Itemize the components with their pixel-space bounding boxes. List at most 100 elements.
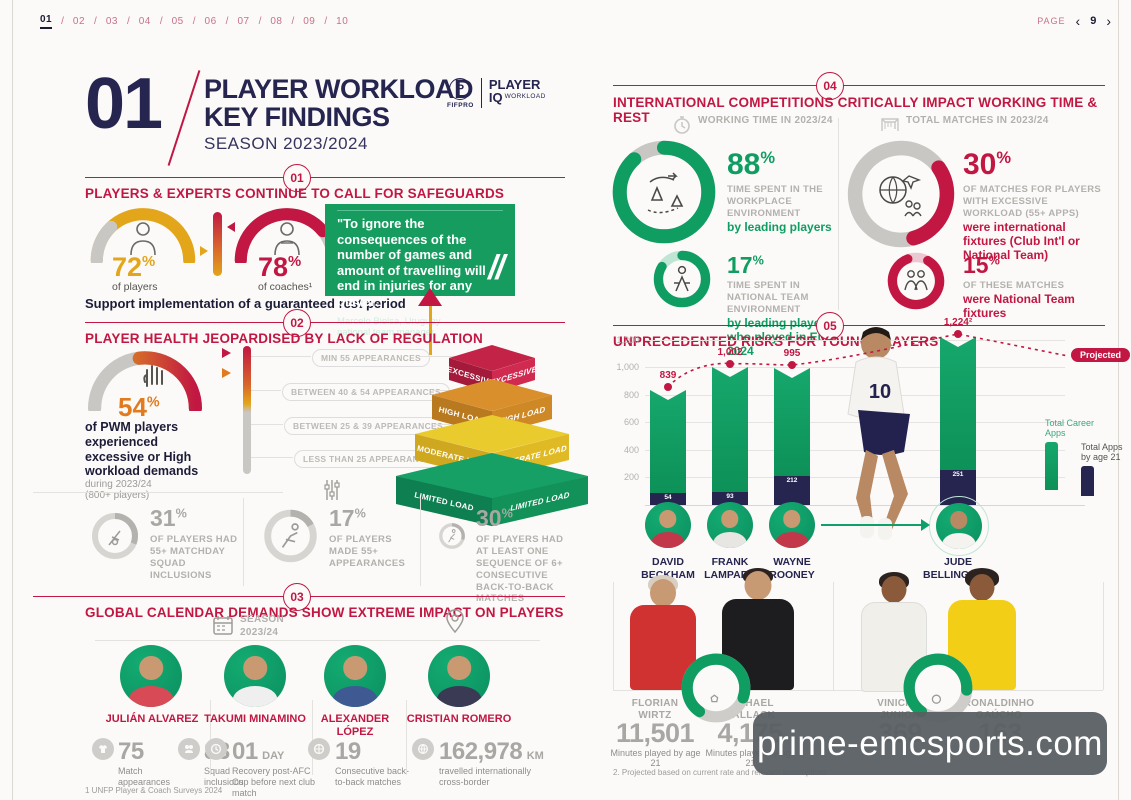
coaches-label: of coaches¹ [258, 281, 313, 293]
stat-bold: by leading players [727, 219, 832, 234]
player-name-romero: CRISTIAN ROMERO [406, 713, 512, 725]
stat-value: 30 [963, 148, 997, 181]
stat-value: 88 [727, 148, 761, 181]
stat-bold: were National Team fixtures [963, 291, 1075, 321]
ytick: 800 [623, 390, 639, 400]
nav-page-06[interactable]: 06 [204, 15, 217, 27]
photo-bellingham [936, 503, 982, 549]
goal-icon [881, 118, 899, 131]
team-icon [904, 270, 928, 291]
tier-line [432, 390, 454, 391]
report-title: PLAYER WORKLOAD KEY FINDINGS SEASON 2023… [204, 75, 474, 154]
col-divider [243, 498, 244, 586]
stat-label: Squad inclusions [204, 766, 244, 787]
training-cones-icon [647, 172, 684, 214]
gauge-arc-72 [90, 208, 196, 267]
recovery-icon [205, 738, 227, 760]
workplace-donut [610, 138, 718, 251]
tier-line [251, 457, 293, 458]
name-lampard: FRANK LAMPARD [704, 556, 756, 581]
pwm-pct: 54% [118, 392, 160, 423]
player-photo-lopez [324, 645, 386, 707]
stat-value: 162,978 [439, 738, 523, 765]
pct-sign: % [354, 506, 366, 521]
nav-separator: / [94, 15, 97, 27]
players-label: of players [112, 281, 158, 293]
nav-page-09[interactable]: 09 [303, 15, 316, 27]
pwm-value: 54 [118, 392, 147, 422]
legend-total-career: Total Career Apps [1045, 418, 1100, 490]
bar-beckham: 54 [650, 390, 686, 505]
section1-divider [85, 177, 565, 178]
stat-caps: OF THESE MATCHES [963, 280, 1065, 291]
pct-sign: % [752, 253, 764, 268]
stat-value: 75 [118, 738, 144, 765]
pwm-sub2: (800+ players) [85, 490, 150, 501]
minamino-stat: 01 DAY Recovery post-AFC Cup before next… [205, 738, 324, 798]
logo-player: PLAYER [488, 77, 541, 92]
section2-title: PLAYER HEALTH JEOPARDISED BY LACK OF REG… [85, 331, 483, 346]
fifpro-roundel-icon: P [449, 78, 472, 100]
nav-separator: / [324, 15, 328, 27]
section3-badge: 03 [283, 583, 311, 611]
gauge-arc-54 [88, 351, 202, 415]
quote-attribution: Marcelo Bielsa, Uruguay national team ma… [337, 316, 441, 339]
nav-page-02[interactable]: 02 [72, 15, 86, 27]
map-pin-icon [446, 609, 464, 634]
nav-page-05[interactable]: 05 [171, 15, 184, 27]
svg-text:10: 10 [869, 381, 891, 403]
nav-separator: / [291, 15, 295, 27]
pct-sign: % [988, 253, 1000, 268]
player-card-minamino [224, 645, 286, 707]
tactics-icon [674, 265, 690, 292]
photo-beckham [645, 502, 691, 548]
matches-icon [308, 738, 330, 760]
nav-page-03[interactable]: 03 [105, 15, 118, 27]
appearances-donut [264, 509, 317, 563]
photo-rooney [769, 502, 815, 548]
next-page-icon[interactable]: › [1106, 13, 1111, 29]
season-label: SEASON 2023/24 [240, 614, 285, 638]
section3-title: GLOBAL CALENDAR DEMANDS SHOW EXTREME IMP… [85, 605, 564, 620]
nav-page-07[interactable]: 07 [237, 15, 250, 27]
player-card-romero [428, 645, 490, 707]
fifpro-wordmark: FIFPRO [447, 102, 474, 109]
cmp-edge [613, 582, 614, 690]
stat-label: travelled internationally cross-border [439, 766, 532, 787]
nav-separator: / [192, 15, 196, 27]
player-photo-minamino [224, 645, 286, 707]
stat-value: 19 [335, 738, 361, 765]
nt-fixtures-stat: 15% OF THESE MATCHES were National Team … [963, 252, 1093, 321]
pct-sign: % [175, 506, 187, 521]
international-stat: 30% OF MATCHES FOR PLAYERS WITH EXCESSIV… [963, 148, 1103, 263]
projected-pill: Projected [1071, 348, 1131, 362]
nav-separator: / [126, 15, 130, 27]
player-icon [130, 222, 156, 256]
prev-page-icon[interactable]: ‹ [1075, 13, 1081, 29]
quote-rule [337, 210, 503, 211]
col-divider [312, 700, 313, 775]
ytick: 200 [623, 472, 639, 482]
section4-divider [613, 85, 1105, 86]
cmp-divider [833, 582, 834, 690]
shirt-icon [92, 738, 114, 760]
coach-icon [274, 222, 300, 256]
stat-caps: TIME SPENT IN NATIONAL TEAM ENVIRONMENT [727, 280, 809, 315]
nav-page-10[interactable]: 10 [336, 15, 349, 27]
fifpro-playeriq-logo: P FIFPRO PLAYER IQ WORKLOAD [447, 78, 546, 109]
stat-text: OF PLAYERS HAD AT LEAST ONE SEQUENCE OF … [476, 534, 564, 605]
tier-line [251, 390, 281, 391]
chapter-number: 01 [85, 64, 163, 144]
players-gauge [88, 205, 198, 268]
legend-label: Total Apps by age 21 [1081, 442, 1123, 463]
matchday-donut [92, 513, 138, 559]
nav-page-01[interactable]: 01 [40, 14, 53, 29]
nt-fixtures-donut [885, 250, 947, 317]
nav-page-04[interactable]: 04 [138, 15, 151, 27]
lopez-stat: 19 Consecutive back-to-back matches [308, 738, 417, 788]
pwm-sub1: during 2023/24 [85, 479, 152, 490]
stat-value: 15 [963, 252, 989, 278]
nav-page-08[interactable]: 08 [270, 15, 283, 27]
cmp-baseline [613, 690, 1103, 691]
working-time-header: WORKING TIME IN 2023/24 [672, 115, 833, 135]
